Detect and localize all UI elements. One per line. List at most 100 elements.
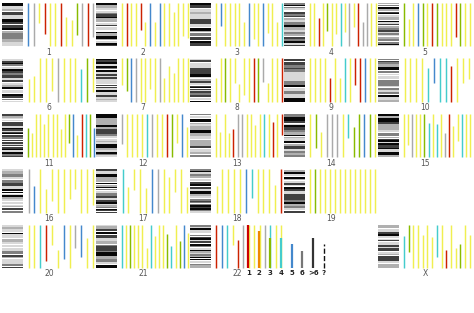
Bar <box>2 264 23 266</box>
Bar <box>190 184 210 186</box>
Bar <box>378 42 399 44</box>
Bar <box>284 8 305 10</box>
Bar <box>190 199 210 201</box>
Bar <box>190 68 210 71</box>
Bar <box>190 81 210 83</box>
Bar <box>96 25 117 27</box>
Bar <box>378 240 399 241</box>
Bar <box>284 75 305 78</box>
Text: 1: 1 <box>46 48 51 57</box>
Bar <box>96 36 117 38</box>
Bar <box>2 22 23 24</box>
Bar <box>2 259 23 262</box>
Bar <box>2 9 23 12</box>
Bar <box>190 60 210 62</box>
Bar <box>190 84 210 85</box>
Bar <box>378 229 399 231</box>
Bar <box>378 135 399 136</box>
Bar <box>190 253 210 254</box>
Bar <box>96 202 117 204</box>
Bar <box>378 139 399 140</box>
Bar <box>190 238 210 240</box>
Bar <box>378 256 399 259</box>
Bar <box>284 20 305 22</box>
Bar <box>284 78 305 81</box>
Bar <box>96 33 117 35</box>
Bar <box>96 152 117 154</box>
Bar <box>284 126 305 127</box>
Bar <box>2 135 23 136</box>
Bar <box>378 83 399 86</box>
Bar <box>190 208 210 210</box>
Bar <box>2 145 23 146</box>
Bar <box>190 126 210 130</box>
Bar <box>190 66 210 68</box>
Bar <box>284 144 305 146</box>
Bar <box>96 251 117 252</box>
Bar <box>284 153 305 155</box>
Bar <box>96 29 117 30</box>
Bar <box>190 228 210 230</box>
Bar <box>96 141 117 142</box>
Bar <box>190 254 210 256</box>
Bar <box>96 3 117 5</box>
Bar <box>378 74 399 75</box>
Bar <box>96 180 117 182</box>
Bar <box>2 225 23 227</box>
Bar <box>2 169 23 171</box>
Bar <box>190 235 210 236</box>
Bar <box>190 201 210 202</box>
Bar <box>2 31 23 33</box>
Bar <box>190 178 210 180</box>
Bar <box>190 43 210 46</box>
Bar <box>2 252 23 254</box>
Bar <box>284 138 305 141</box>
Bar <box>378 24 399 25</box>
Bar <box>2 248 23 250</box>
Bar <box>96 27 117 29</box>
Bar <box>190 265 210 268</box>
Bar <box>96 212 117 213</box>
Bar <box>190 77 210 78</box>
Bar <box>2 99 23 100</box>
Bar <box>96 266 117 268</box>
Bar <box>96 169 117 171</box>
Bar <box>190 37 210 40</box>
Bar <box>284 132 305 135</box>
Bar <box>378 137 399 138</box>
Bar <box>2 236 23 238</box>
Bar <box>190 192 210 194</box>
Bar <box>2 67 23 69</box>
Bar <box>190 233 210 234</box>
Bar <box>190 240 210 241</box>
Bar <box>96 207 117 208</box>
Bar <box>96 32 117 33</box>
Bar <box>284 174 305 176</box>
Text: ?: ? <box>322 270 326 276</box>
Bar <box>284 204 305 206</box>
Bar <box>96 21 117 22</box>
Bar <box>2 126 23 128</box>
Bar <box>96 131 117 134</box>
Bar <box>190 211 210 213</box>
Bar <box>190 95 210 97</box>
Bar <box>96 191 117 193</box>
Bar <box>190 136 210 138</box>
Bar <box>2 206 23 208</box>
Bar <box>190 210 210 211</box>
Text: 9: 9 <box>328 103 333 112</box>
Bar <box>378 225 399 228</box>
Bar <box>2 83 23 85</box>
Bar <box>190 180 210 182</box>
Bar <box>96 127 117 129</box>
Bar <box>284 146 305 149</box>
Bar <box>96 43 117 45</box>
Bar <box>96 99 117 100</box>
Bar <box>96 35 117 36</box>
Text: 17: 17 <box>138 214 148 223</box>
Bar <box>96 155 117 157</box>
Bar <box>2 131 23 132</box>
Text: 2: 2 <box>141 48 146 57</box>
Bar <box>284 65 305 68</box>
Bar <box>96 188 117 190</box>
